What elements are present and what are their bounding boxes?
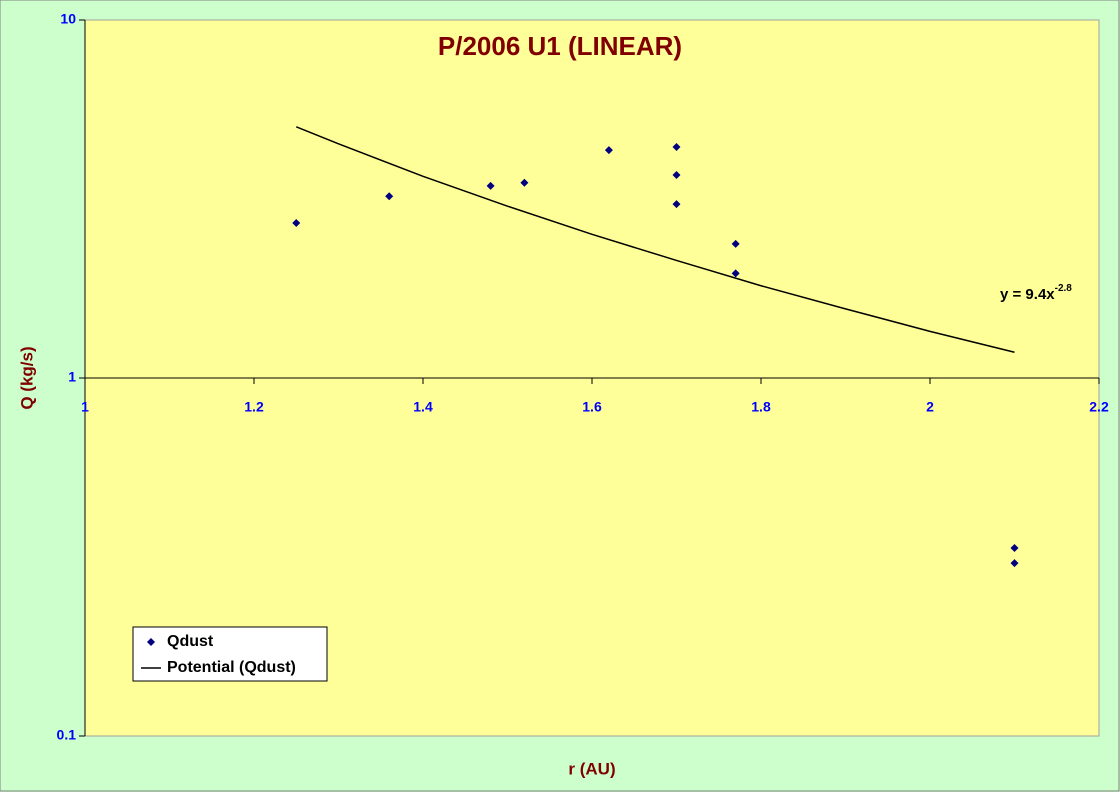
x-tick-label: 2 [926, 399, 934, 415]
data-point [486, 181, 495, 190]
equation-text: y = 9.4x [1000, 286, 1055, 303]
data-point [672, 171, 681, 180]
legend-swatch [147, 638, 155, 646]
trend-equation: y = 9.4x-2.8 [1000, 283, 1072, 303]
x-tick-label: 1.4 [413, 399, 433, 415]
data-point [604, 146, 613, 155]
x-tick-label: 1.2 [244, 399, 264, 415]
y-tick-label: 10 [60, 11, 76, 27]
x-tick-label: 1 [81, 399, 89, 415]
legend-label: Potential (Qdust) [167, 659, 296, 676]
data-point [731, 269, 740, 278]
x-tick-label: 1.8 [751, 399, 771, 415]
data-point [520, 178, 529, 187]
equation-exponent: -2.8 [1055, 283, 1073, 294]
data-point [385, 192, 394, 201]
trend-line [295, 126, 1015, 353]
data-point [672, 200, 681, 209]
legend-box [132, 626, 328, 682]
y-axis-label: Q (kg/s) [17, 346, 36, 409]
data-point [731, 239, 740, 248]
y-tick-label: 0.1 [57, 727, 77, 743]
chart-title: P/2006 U1 (LINEAR) [438, 31, 682, 61]
data-point [292, 218, 301, 227]
y-tick-label: 1 [68, 369, 76, 385]
legend-label: Qdust [167, 633, 214, 650]
x-tick-label: 1.6 [582, 399, 602, 415]
data-point [1010, 544, 1019, 553]
data-point [672, 142, 681, 151]
data-point [1010, 559, 1019, 568]
x-tick-label: 2.2 [1089, 399, 1109, 415]
x-axis-label: r (AU) [568, 759, 615, 778]
